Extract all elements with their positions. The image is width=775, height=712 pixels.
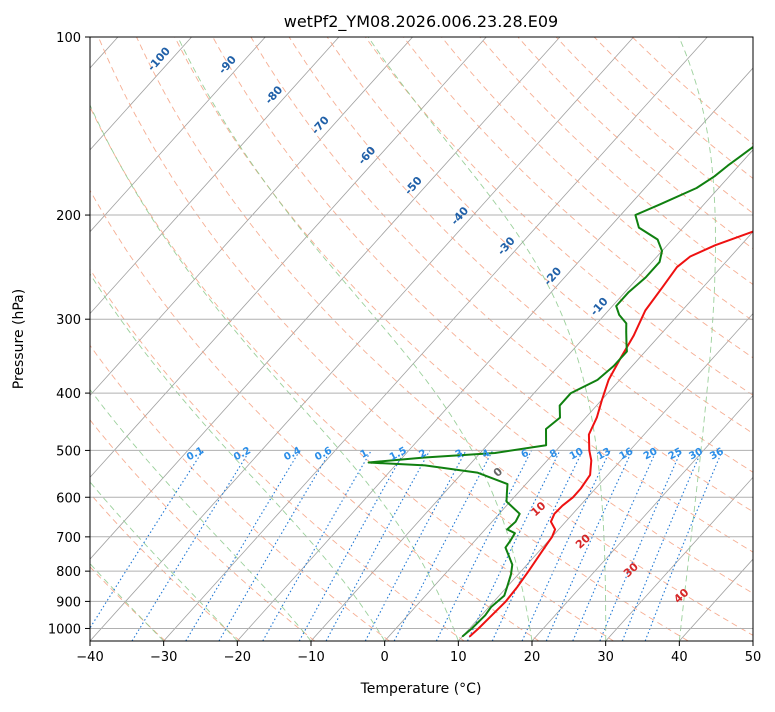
x-tick-label: −10 bbox=[297, 650, 324, 665]
moist-adiabat-line bbox=[63, 37, 459, 641]
mixing-ratio-label: 16 bbox=[618, 446, 635, 462]
mixing-ratio-line bbox=[522, 450, 610, 641]
dry-adiabat-line bbox=[365, 37, 775, 641]
isotherm-line bbox=[90, 37, 634, 641]
mixing-ratio-line bbox=[82, 450, 203, 641]
mixing-ratio-label: 0.2 bbox=[232, 445, 253, 463]
mixing-ratio-label: 1 bbox=[359, 448, 370, 461]
mixing-ratio-label: 36 bbox=[708, 446, 725, 462]
dry-adiabat-line bbox=[594, 37, 775, 641]
red-line-label: 10 bbox=[528, 499, 548, 519]
mixing-ratio-line bbox=[394, 450, 493, 641]
x-tick-label: 10 bbox=[450, 650, 467, 665]
mixing-ratio-line bbox=[645, 450, 722, 641]
dry-adiabat-line bbox=[0, 37, 464, 641]
series-line-dewpoint bbox=[369, 37, 775, 636]
dry-adiabat-line bbox=[632, 37, 775, 641]
x-tick-label: 50 bbox=[745, 650, 762, 665]
x-tick-label: 0 bbox=[381, 650, 389, 665]
mixing-ratio-line bbox=[365, 450, 466, 641]
mixing-ratio-label: 0.4 bbox=[282, 445, 303, 463]
dry-adiabat-line bbox=[556, 37, 775, 641]
y-tick-label: 600 bbox=[56, 491, 81, 506]
isotherm-label: -40 bbox=[448, 204, 471, 228]
mixing-ratio-line bbox=[299, 450, 405, 641]
mixing-ratio-label: 25 bbox=[667, 446, 684, 462]
x-axis-label: Temperature (°C) bbox=[360, 681, 482, 697]
pressure-grid bbox=[90, 37, 753, 629]
mixing-ratio-line bbox=[546, 450, 632, 641]
isotherm-label: -90 bbox=[216, 53, 239, 77]
isotherm-label: -30 bbox=[495, 234, 518, 258]
mixing-ratio-line bbox=[186, 450, 300, 641]
mixing-ratio-line bbox=[263, 450, 372, 641]
isotherm-line bbox=[0, 37, 486, 641]
isotherm-line bbox=[16, 37, 560, 641]
moist-adiabat-line bbox=[368, 37, 606, 641]
dry-adiabat-line bbox=[442, 37, 775, 641]
chart-title: wetPf2_YM08.2026.006.23.28.E09 bbox=[284, 12, 558, 32]
dry-adiabat-line bbox=[60, 37, 613, 641]
background-lines bbox=[0, 37, 775, 641]
y-tick-label: 900 bbox=[56, 595, 81, 610]
mixing-ratio-label: 0.6 bbox=[313, 445, 334, 463]
x-tick-label: 40 bbox=[671, 650, 688, 665]
isotherm-label: -50 bbox=[402, 174, 425, 198]
y-tick-label: 100 bbox=[56, 31, 81, 46]
mixing-ratio-line bbox=[132, 450, 250, 641]
dry-adiabat-line bbox=[518, 37, 775, 641]
isotherm-label: -10 bbox=[588, 295, 611, 319]
isotherm-line bbox=[0, 37, 265, 641]
isotherm-line bbox=[753, 37, 775, 641]
mixing-ratio-label: 30 bbox=[687, 446, 704, 462]
red-line-label: 0 bbox=[491, 465, 506, 480]
mixing-ratio-line bbox=[600, 450, 681, 641]
mixing-ratio-label: 10 bbox=[568, 446, 585, 462]
y-tick-label: 500 bbox=[56, 444, 81, 459]
isotherm-label: -20 bbox=[541, 264, 564, 288]
y-tick-label: 700 bbox=[56, 531, 81, 546]
dry-adiabat-line bbox=[327, 37, 775, 641]
sounding-series bbox=[369, 37, 775, 636]
isotherm-label: -60 bbox=[355, 144, 378, 168]
moist-adiabat-line bbox=[679, 37, 716, 641]
dry-adiabat-line bbox=[175, 37, 775, 641]
isotherm-line bbox=[0, 37, 192, 641]
isotherm-line bbox=[532, 37, 775, 641]
y-tick-label: 400 bbox=[56, 387, 81, 402]
x-tick-label: −40 bbox=[76, 650, 103, 665]
isotherm-line bbox=[679, 37, 775, 641]
isotherm-label: -70 bbox=[309, 113, 332, 137]
plot-frame bbox=[90, 37, 753, 641]
y-tick-label: 300 bbox=[56, 313, 81, 328]
x-tick-label: −20 bbox=[224, 650, 251, 665]
series-line-temperature bbox=[470, 37, 775, 636]
y-tick-label: 1000 bbox=[48, 622, 81, 637]
isotherm-line bbox=[0, 37, 413, 641]
red-line-label: 20 bbox=[573, 531, 593, 551]
dry-adiabat-line bbox=[480, 37, 775, 641]
y-tick-label: 800 bbox=[56, 565, 81, 580]
dry-adiabat-line bbox=[0, 37, 315, 641]
red-line-label: 30 bbox=[621, 560, 641, 580]
y-tick-label: 200 bbox=[56, 209, 81, 224]
dry-adiabat-line bbox=[22, 37, 539, 641]
x-tick-label: 20 bbox=[524, 650, 541, 665]
isotherm-label: -80 bbox=[262, 83, 285, 107]
dry-adiabat-line bbox=[0, 37, 240, 641]
y-axis-label: Pressure (hPa) bbox=[11, 289, 27, 389]
x-tick-label: 30 bbox=[597, 650, 614, 665]
mixing-ratio-label: 0.1 bbox=[185, 445, 206, 463]
mixing-ratio-line bbox=[326, 450, 430, 641]
moist-adiabat-line bbox=[0, 37, 311, 641]
x-tick-label: −30 bbox=[150, 650, 177, 665]
dry-adiabat-line bbox=[98, 37, 688, 641]
moist-adiabat-line bbox=[0, 37, 237, 641]
isotherm-label: -100 bbox=[145, 44, 173, 73]
